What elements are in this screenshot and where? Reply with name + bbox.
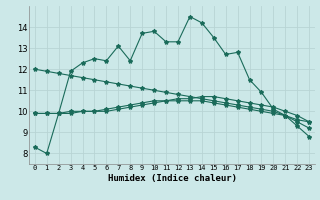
X-axis label: Humidex (Indice chaleur): Humidex (Indice chaleur) [108,174,236,183]
